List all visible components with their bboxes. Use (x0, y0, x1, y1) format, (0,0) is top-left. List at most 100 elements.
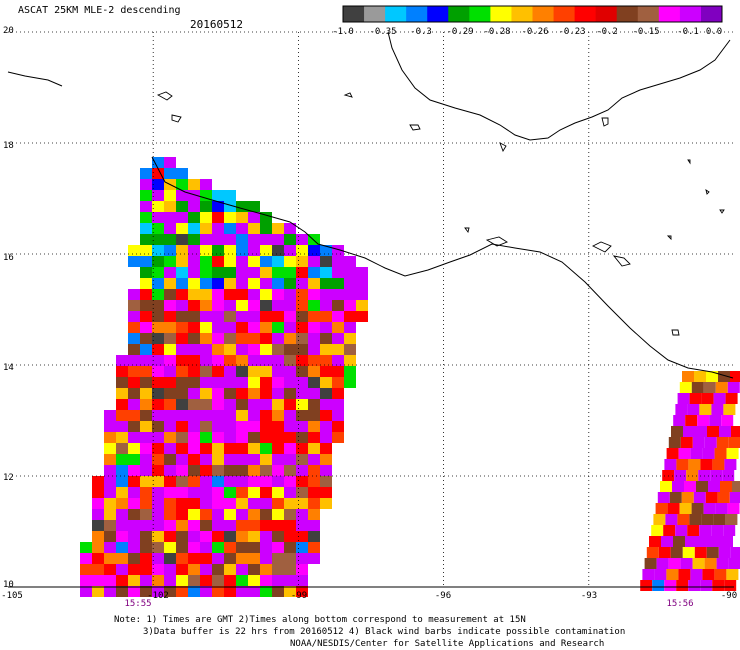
swath-cell (272, 355, 284, 366)
swath-cell (140, 421, 152, 432)
swath-cell (164, 201, 176, 212)
swath-cell (152, 355, 164, 366)
swath-cell (686, 470, 699, 481)
swath-cell (140, 300, 152, 311)
swath-cell (164, 234, 176, 245)
swath-cell (704, 558, 717, 569)
swath-cell (296, 267, 308, 278)
swath-cell (702, 448, 715, 459)
swath-cell (284, 509, 296, 520)
swath-cell (320, 432, 332, 443)
swath-cell (260, 498, 272, 509)
swath-cell (284, 421, 296, 432)
swath-cell (200, 465, 212, 476)
swath-cell (296, 531, 308, 542)
swath-cell (140, 256, 152, 267)
swath-cell (284, 366, 296, 377)
swath-cell (80, 553, 92, 564)
swath-cell (711, 404, 724, 415)
swath-cell (164, 267, 176, 278)
swath-cell (308, 410, 320, 421)
swath-cell (677, 393, 690, 404)
swath-cell (674, 470, 687, 481)
swath-cell (308, 333, 320, 344)
swath-cell (272, 245, 284, 256)
swath-cell (140, 366, 152, 377)
swath-cell (140, 168, 152, 179)
swath-cell (164, 256, 176, 267)
swath-cell (320, 333, 332, 344)
swath-cell (140, 432, 152, 443)
swath-cell (248, 256, 260, 267)
swath-cell (284, 476, 296, 487)
swath-cell (128, 531, 140, 542)
swath-cell (726, 569, 739, 580)
swath-cell (694, 371, 706, 382)
swath-cell (128, 289, 140, 300)
swath-cell (116, 542, 128, 553)
swath-cell (164, 586, 176, 597)
swath-cell (662, 470, 675, 481)
swath-cell (284, 388, 296, 399)
swath-cell (296, 300, 308, 311)
swath-cell (212, 443, 224, 454)
swath-cell (152, 388, 164, 399)
swath-cell (176, 245, 188, 256)
swath-cell (723, 525, 736, 536)
swath-cell (224, 190, 236, 201)
lat-label: 16 (3, 253, 14, 263)
swath-cell (720, 481, 732, 492)
swath-cell (188, 575, 200, 586)
swath-cell (80, 586, 92, 597)
swath-cell (272, 388, 284, 399)
swath-cell (709, 536, 721, 547)
swath-cell (200, 399, 212, 410)
swath-cell (200, 388, 212, 399)
swath-cell (670, 547, 683, 558)
swath-cell (260, 212, 272, 223)
swath-cell (344, 300, 356, 311)
swath-cell (140, 487, 152, 498)
swath-cell (152, 586, 164, 597)
swath-cell (128, 256, 140, 267)
swath-cell (296, 520, 308, 531)
swath-cell (152, 190, 164, 201)
swath-cell (296, 234, 308, 245)
swath-cell (731, 426, 740, 437)
swath-cell (284, 586, 296, 597)
swath-cell (652, 580, 665, 591)
swath-cell (200, 564, 212, 575)
swath-cell (224, 267, 236, 278)
swath-cell (703, 503, 716, 514)
swath-cell (713, 514, 726, 525)
swath-cell (284, 355, 296, 366)
swath-cell (692, 558, 705, 569)
swath-cell (714, 448, 727, 459)
swath-cell (140, 586, 152, 597)
swath-cell (678, 569, 691, 580)
swath-cell (92, 575, 104, 586)
colorbar-segment (427, 6, 449, 22)
swath-cell (690, 569, 703, 580)
swath-cell (691, 382, 704, 393)
swath-cell (140, 520, 152, 531)
note-line: 3)Data buffer is 22 hrs from 20160512 4)… (143, 627, 626, 637)
swath-cell (320, 245, 332, 256)
swath-cell (176, 256, 188, 267)
swath-cell (260, 333, 272, 344)
swath-cell (272, 520, 284, 531)
swath-cell (272, 256, 284, 267)
swath-cell (152, 212, 164, 223)
swath-cell (284, 564, 296, 575)
swath-cell (200, 553, 212, 564)
swath-cell (212, 531, 224, 542)
swath-cell (236, 520, 248, 531)
swath-cell (236, 245, 248, 256)
swath-cell (332, 300, 344, 311)
swath-cell (344, 278, 356, 289)
swath-cell (176, 322, 188, 333)
swath-cell (188, 399, 200, 410)
swath-cell (104, 531, 116, 542)
swath-cell (308, 311, 320, 322)
swath-cell (236, 586, 248, 597)
